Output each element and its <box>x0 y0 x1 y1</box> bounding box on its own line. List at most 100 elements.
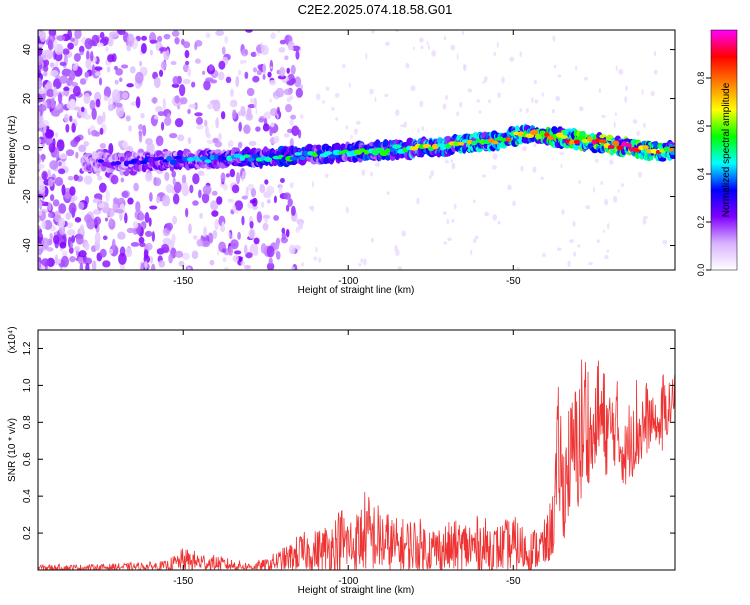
spectrogram-cell <box>50 194 55 202</box>
spectrogram-cell <box>572 220 576 227</box>
spectrogram-cell <box>253 251 259 257</box>
spectrogram-cell <box>552 35 556 42</box>
spectrogram-cell <box>168 253 173 264</box>
spectrogram-cell <box>227 198 232 203</box>
y-tick-label: 0.8 <box>22 415 33 429</box>
colorbar-tick-label: 0.6 <box>696 120 706 133</box>
spectrogram-cell <box>106 66 111 73</box>
spectrogram-cell <box>232 109 237 120</box>
spectrogram-cell <box>160 121 165 131</box>
spectrogram-cell <box>295 226 300 234</box>
spectrogram-cell <box>598 139 607 144</box>
spectrogram-cell <box>95 71 102 77</box>
spectrogram-cell <box>84 242 90 251</box>
spectrogram-cell <box>97 159 105 163</box>
spectrogram-cell <box>247 157 255 162</box>
spectrogram-cell <box>382 139 389 147</box>
spectrogram-cell <box>315 144 322 151</box>
spectrogram-cell <box>207 103 214 110</box>
spectrogram-cell <box>43 219 53 230</box>
spectrogram-y-ticks: -40 -20 0 20 40 <box>22 44 675 253</box>
spectrogram-cell <box>453 203 457 210</box>
spectrogram-cell <box>333 142 342 152</box>
spectrogram-cell <box>229 168 236 178</box>
spectrogram-cell <box>476 99 481 103</box>
spectrogram-cell <box>229 102 235 107</box>
spectrogram-cell <box>124 212 128 224</box>
spectrogram-cell <box>360 258 364 263</box>
spectrogram-cell <box>209 99 219 105</box>
spectrogram-cell <box>115 68 123 76</box>
spectrogram-cell <box>532 166 537 173</box>
spectrogram-cell <box>60 255 69 268</box>
spectrogram-cell <box>184 60 190 66</box>
spectrogram-cell <box>163 33 171 40</box>
spectrogram-cell <box>421 126 425 131</box>
spectrogram-cell <box>237 141 243 149</box>
spectrogram-cell <box>283 192 292 200</box>
spectrogram-cell <box>66 222 73 229</box>
spectrogram-cell <box>156 196 161 204</box>
spectrogram-cell <box>232 204 237 212</box>
spectrogram-cell <box>69 241 74 249</box>
spectrogram-cell <box>54 210 61 223</box>
spectrogram-cell <box>286 67 291 74</box>
spectrogram-cell <box>38 88 46 95</box>
spectrogram-cell <box>501 76 505 84</box>
spectrogram-cell <box>329 153 336 159</box>
spectrogram-cell <box>231 233 234 241</box>
spectrogram-cell <box>178 84 186 97</box>
spectrogram-cell <box>146 142 155 154</box>
spectrogram-cell <box>573 139 581 145</box>
spectrogram-cell <box>191 81 196 88</box>
spectrogram-cell <box>604 198 609 206</box>
spectrogram-cell <box>50 97 56 109</box>
spectrogram-cell <box>121 191 129 198</box>
spectrogram-cell <box>79 78 87 85</box>
spectrogram-cell <box>345 125 349 130</box>
spectrogram-cell <box>300 262 305 267</box>
spectrogram-cell <box>392 144 402 149</box>
spectrogram-cell <box>78 45 85 54</box>
spectrogram-cell <box>325 86 330 91</box>
spectrogram-cell <box>102 235 108 241</box>
spectrogram-cell <box>208 63 214 72</box>
spectrogram-cell <box>91 64 96 76</box>
spectrogram-cell <box>442 103 447 110</box>
spectrogram-cell <box>268 257 273 265</box>
spectrogram-cell <box>669 154 675 159</box>
spectrogram-cell <box>492 214 498 221</box>
spectrogram-cell <box>412 46 416 51</box>
spectrogram-cell <box>551 108 555 114</box>
spectrogram-cell <box>138 131 143 143</box>
spectrogram-cell <box>395 30 400 33</box>
spectrogram-cell <box>185 207 189 218</box>
spectrogram-cell <box>63 113 69 123</box>
spectrogram-cell <box>78 144 87 153</box>
spectrogram-cell <box>58 203 67 214</box>
spectrogram-cell <box>57 92 63 104</box>
spectrogram-cell <box>67 175 74 181</box>
spectrogram-cell <box>91 129 98 137</box>
spectrogram-cell <box>199 156 209 161</box>
spectrogram-cell <box>649 155 654 161</box>
snr-y-ticks: 0.2 0.4 0.6 0.8 1.0 1.2 <box>22 341 675 540</box>
spectrogram-cell <box>171 83 180 88</box>
spectrogram-cell <box>613 195 618 203</box>
spectrogram-cell <box>58 168 66 175</box>
spectrogram-cell <box>427 44 430 51</box>
spectrogram-cell <box>149 256 154 264</box>
spectrogram-cell <box>158 260 166 268</box>
spectrogram-cell <box>258 117 265 123</box>
spectrogram-cell <box>214 218 219 231</box>
spectrogram-cell <box>99 143 106 149</box>
spectrogram-cell <box>617 189 620 193</box>
spectrogram-cell <box>650 90 655 97</box>
spectrogram-cell <box>49 70 59 77</box>
spectrogram-cell <box>58 225 66 236</box>
spectrogram-cell <box>284 104 293 113</box>
spectrogram-cell <box>73 174 79 181</box>
spectrogram-cell <box>202 184 212 195</box>
spectrogram-cell <box>234 200 244 211</box>
spectrogram-cell <box>600 181 603 186</box>
